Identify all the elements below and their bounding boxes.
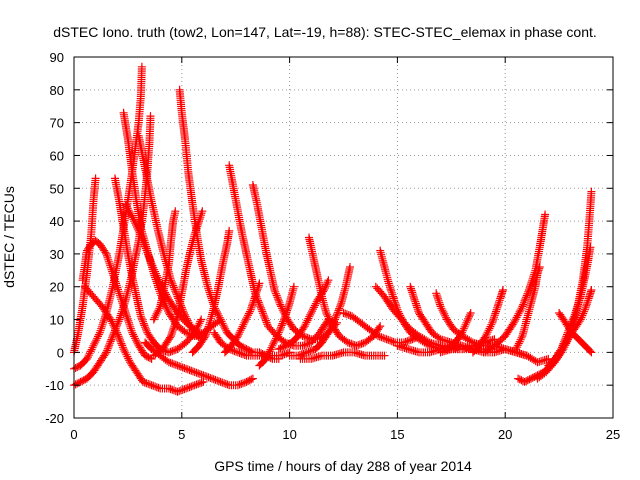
series-arc37 [555, 309, 596, 357]
x-tick-label: 20 [498, 427, 512, 442]
series-arc20 [305, 233, 385, 350]
y-tick-label: 40 [50, 214, 64, 229]
series-markers [274, 276, 333, 354]
series-markers [436, 345, 553, 367]
series-arc6 [111, 174, 206, 357]
series-arc13 [149, 207, 180, 324]
y-tick-label: 30 [50, 247, 64, 262]
series-arc31 [436, 345, 553, 367]
y-tick-label: 80 [50, 83, 64, 98]
series-arc19 [255, 282, 298, 370]
x-tick-label: 0 [70, 427, 77, 442]
x-tick-label: 10 [282, 427, 296, 442]
axis-ticks: 0 5 10 15 20 25 -20 -10 0 10 20 30 40 50 60 70 80 90 [45, 50, 620, 442]
series-arc33 [512, 263, 544, 354]
series-markers [188, 226, 234, 357]
series-arc14 [188, 226, 234, 357]
series-markers [255, 282, 298, 370]
y-tick-label: -10 [45, 378, 64, 393]
series-markers [149, 207, 180, 324]
series-arc22 [285, 263, 354, 360]
series-markers [285, 263, 354, 360]
y-tick-label: 20 [50, 280, 64, 295]
x-axis-label: GPS time / hours of day 288 of year 2014 [214, 458, 472, 474]
series-markers [111, 174, 206, 357]
series-arc23 [296, 348, 389, 363]
series-arc17 [210, 328, 294, 360]
series-markers [220, 279, 264, 357]
x-tick-label: 15 [390, 427, 404, 442]
series-markers [149, 207, 207, 360]
series-markers [555, 309, 596, 357]
series-arc12 [149, 207, 207, 360]
plot-frame [73, 56, 614, 419]
series-arc4 [78, 236, 156, 363]
series-markers [80, 282, 208, 396]
series-markers [296, 348, 389, 363]
grid-lines [74, 57, 613, 418]
y-tick-label: 70 [50, 116, 64, 131]
series-markers [479, 210, 550, 357]
y-axis-label: dSTEC / TECUs [1, 186, 17, 288]
series-markers [210, 328, 294, 360]
series-arc18 [220, 279, 264, 357]
x-tick-label: 25 [606, 427, 620, 442]
y-tick-label: 90 [50, 50, 64, 65]
series-markers [78, 236, 156, 363]
series-arc24 [339, 309, 423, 347]
y-tick-label: -20 [45, 411, 64, 426]
y-tick-label: 50 [50, 181, 64, 196]
chart-title: dSTEC Iono. truth (tow2, Lon=147, Lat=-1… [53, 24, 597, 40]
y-tick-label: 0 [57, 345, 64, 360]
y-tick-label: 60 [50, 148, 64, 163]
y-tick-label: 10 [50, 313, 64, 328]
series-markers [305, 233, 385, 350]
x-tick-label: 5 [178, 427, 185, 442]
data-series [70, 62, 596, 396]
series-arc32 [479, 210, 550, 357]
series-markers [339, 309, 423, 347]
series-markers [512, 263, 544, 354]
series-arc21 [274, 276, 333, 354]
series-arc5 [80, 282, 208, 396]
